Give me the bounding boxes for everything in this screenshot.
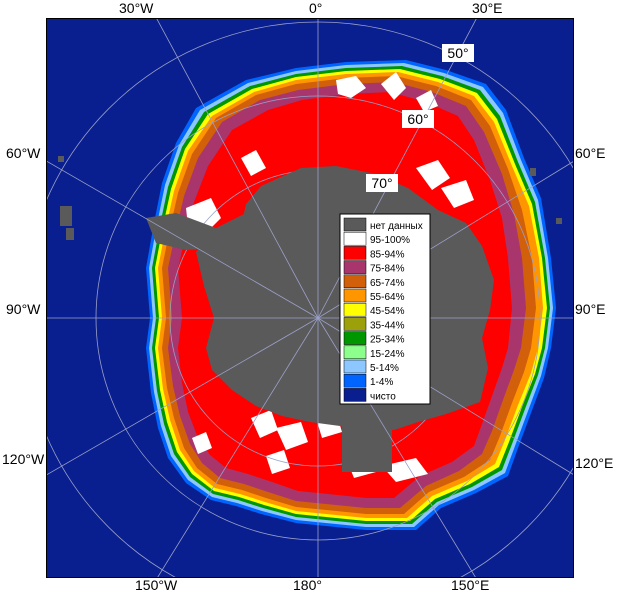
legend-swatch [343, 288, 367, 303]
lat-label-70-text: 70° [371, 175, 392, 191]
legend-label: 45-54% [370, 306, 405, 317]
lon-label-120e: 120°E [575, 455, 614, 471]
legend-label: 1-4% [370, 377, 393, 388]
legend-label: 15-24% [370, 349, 405, 360]
legend-swatch [343, 246, 367, 260]
legend-swatch [343, 217, 367, 232]
lon-label-180: 180° [293, 577, 322, 593]
data-gap-sector [146, 186, 276, 250]
lon-label-30e: 30°E [472, 0, 503, 16]
legend-swatch [343, 231, 367, 246]
legend-label: 95-100% [370, 235, 410, 246]
legend-swatch [343, 359, 367, 374]
legend-label: 65-74% [370, 278, 405, 289]
legend-swatch [343, 331, 367, 345]
legend-label: 5-14% [370, 363, 399, 374]
lon-label-90e: 90°E [575, 301, 606, 317]
legend-swatch [343, 345, 367, 360]
legend-label: нет данных [370, 221, 423, 232]
lat-label-50: 50° [442, 44, 474, 62]
legend-swatch [343, 302, 367, 317]
legend-label: 85-94% [370, 249, 405, 260]
legend-label: чисто [370, 391, 396, 402]
lat-label-60-text: 60° [407, 111, 428, 127]
legend-swatch [343, 388, 367, 402]
lon-label-30w: 30°W [119, 0, 154, 16]
lat-label-50-text: 50° [447, 45, 468, 61]
legend-label: 75-84% [370, 264, 405, 275]
lat-label-60: 60° [402, 110, 434, 128]
coastal-data-gaps [58, 156, 562, 472]
lat-label-70: 70° [366, 174, 398, 192]
lon-label-150e: 150°E [451, 577, 490, 593]
legend-swatch [343, 274, 367, 289]
legend-swatch [343, 317, 367, 331]
lon-label-60e: 60°E [575, 145, 606, 161]
legend: нет данных 95-100% 85-94% 75-84% 65-74% 55-64… [339, 213, 431, 405]
lon-label-0: 0° [309, 0, 323, 16]
lon-label-150w: 150°W [135, 577, 178, 593]
legend-swatch [343, 373, 367, 388]
lon-label-120w: 120°W [2, 451, 45, 467]
sea-ice-concentration-map: 50° 60° 70° нет данных 95-100% 85-94% 75-84… [46, 18, 574, 578]
lon-label-60w: 60°W [6, 145, 41, 161]
map-frame [46, 18, 574, 578]
legend-swatch [343, 260, 367, 274]
legend-label: 55-64% [370, 292, 405, 303]
legend-label: 35-44% [370, 320, 405, 331]
lon-label-90w: 90°W [6, 301, 41, 317]
legend-label: 25-34% [370, 335, 405, 346]
